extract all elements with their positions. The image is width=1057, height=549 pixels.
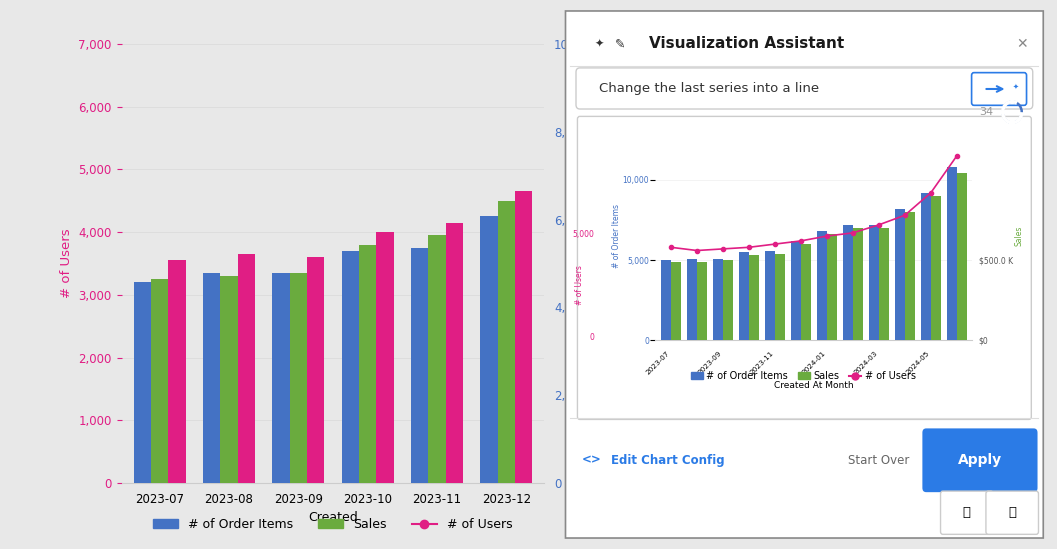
Bar: [307, 257, 324, 483]
Bar: [713, 259, 723, 340]
Y-axis label: # of Users: # of Users: [60, 229, 73, 298]
Bar: [775, 254, 784, 340]
Legend: # of Order Items, Sales, # of Users: # of Order Items, Sales, # of Users: [687, 367, 920, 385]
FancyBboxPatch shape: [576, 68, 1033, 109]
Bar: [359, 245, 376, 483]
FancyBboxPatch shape: [986, 491, 1038, 534]
Bar: [791, 241, 801, 340]
Text: ✎: ✎: [615, 37, 626, 50]
Bar: [238, 254, 255, 483]
FancyBboxPatch shape: [941, 491, 994, 534]
Y-axis label: # of Order Items: # of Order Items: [612, 204, 622, 268]
Bar: [480, 216, 498, 483]
Bar: [843, 225, 853, 340]
Text: <>: <>: [582, 453, 601, 467]
Bar: [853, 228, 863, 340]
Bar: [661, 260, 671, 340]
Text: ✦: ✦: [1013, 83, 1019, 89]
Bar: [905, 212, 914, 340]
Bar: [723, 260, 733, 340]
FancyBboxPatch shape: [923, 428, 1038, 492]
Bar: [749, 255, 759, 340]
Text: ✕: ✕: [1016, 37, 1027, 51]
Text: Apply: Apply: [958, 453, 1002, 467]
Bar: [878, 228, 889, 340]
Bar: [869, 225, 878, 340]
Bar: [376, 232, 393, 483]
Bar: [817, 231, 827, 340]
Bar: [827, 234, 837, 340]
Y-axis label: Sales: Sales: [1015, 226, 1023, 247]
Bar: [697, 262, 707, 340]
Text: Change the last series into a line: Change the last series into a line: [599, 82, 819, 95]
Bar: [220, 276, 238, 483]
Bar: [411, 248, 428, 483]
Bar: [168, 260, 186, 483]
X-axis label: Created At Month: Created At Month: [774, 382, 854, 390]
Bar: [671, 262, 681, 340]
Bar: [947, 167, 957, 340]
Bar: [931, 196, 941, 340]
FancyBboxPatch shape: [565, 11, 1043, 538]
Text: ✦: ✦: [594, 38, 604, 49]
Bar: [341, 251, 359, 483]
Bar: [273, 273, 290, 483]
Bar: [515, 192, 533, 483]
Bar: [446, 223, 463, 483]
Text: Visualization Assistant: Visualization Assistant: [649, 36, 845, 51]
Bar: [895, 209, 905, 340]
Text: 👍: 👍: [963, 506, 970, 519]
Text: Edit Chart Config: Edit Chart Config: [611, 453, 724, 467]
Text: 0: 0: [590, 333, 594, 342]
Legend: # of Order Items, Sales, # of Users: # of Order Items, Sales, # of Users: [148, 513, 518, 536]
Bar: [921, 193, 931, 340]
Text: 5,000: 5,000: [572, 231, 594, 239]
Bar: [801, 244, 811, 340]
Bar: [498, 201, 515, 483]
Bar: [133, 282, 151, 483]
Text: 👎: 👎: [1008, 506, 1016, 519]
FancyBboxPatch shape: [577, 116, 1032, 419]
Bar: [203, 273, 220, 483]
Bar: [765, 250, 775, 340]
Bar: [290, 273, 307, 483]
Text: # of Users: # of Users: [575, 265, 585, 305]
Text: Start Over: Start Over: [848, 453, 909, 467]
Bar: [957, 173, 967, 340]
Text: 34: 34: [979, 107, 993, 117]
X-axis label: Created: Created: [308, 512, 358, 524]
Bar: [739, 252, 749, 340]
Bar: [151, 279, 168, 483]
Bar: [428, 236, 446, 483]
Bar: [687, 259, 697, 340]
FancyBboxPatch shape: [971, 72, 1026, 105]
Y-axis label: # of Order Items: # of Order Items: [600, 208, 613, 320]
